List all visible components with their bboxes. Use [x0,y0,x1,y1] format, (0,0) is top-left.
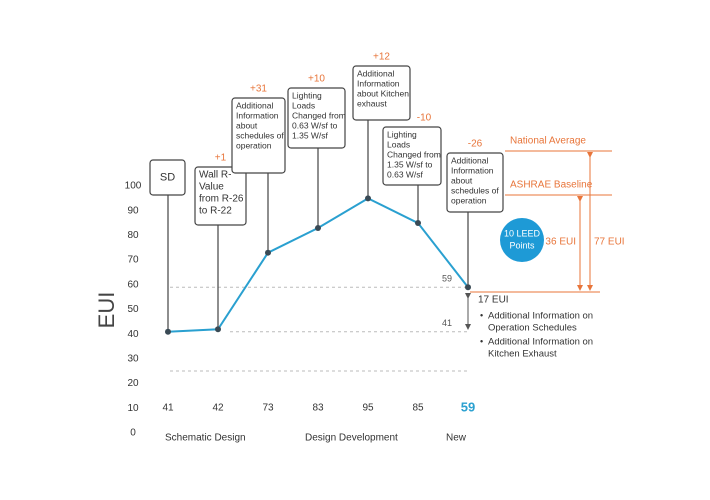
change-label: +31 [250,84,267,95]
annotation-box [231,97,286,174]
annotation-text: Loads [387,139,410,149]
data-label: 73 [262,403,274,414]
annotation-box [352,65,411,121]
annotation-text: about Kitchen [357,88,409,98]
reference-label: 59 [442,274,452,284]
phase-label: New [446,433,467,444]
y-tick-label: 30 [127,354,139,365]
data-point [265,249,271,256]
bullet-text: Additional Information on [488,311,593,322]
annotation-text: 1.35 W/sf to [387,159,433,169]
annotation-text: schedules of [451,185,499,195]
annotation-text: Information [451,165,494,175]
data-label: 41 [162,403,174,414]
gap-label: 77 EUI [594,237,625,248]
annotation-text: Lighting [292,90,322,100]
annotation-text: Information [236,110,279,120]
annotation-box [149,159,186,196]
change-label: +12 [373,52,390,63]
bullet-text: Operation Schedules [488,323,577,334]
annotation-box [287,87,346,149]
data-point [365,195,371,202]
data-point [315,224,321,231]
annotation-text: about [451,175,473,185]
y-axis-label: EUI [94,292,119,329]
annotation-text: Information [357,78,400,88]
annotation-text: 0.63 W/sf to [292,120,338,130]
data-label: 59 [461,399,475,414]
annotation-text: Changed from [292,110,346,120]
data-point [165,328,171,335]
benchmark-label: National Average [510,136,586,147]
annotation-text: operation [451,195,487,205]
annotation-text: about [236,120,258,130]
y-tick-label: 20 [127,378,139,389]
annotation-text: operation [236,140,272,150]
gap-label: 36 EUI [545,237,576,248]
leed-text: Points [509,240,535,250]
annotation-text: SD [160,171,175,183]
y-tick-label: 70 [127,255,139,266]
change-label: -26 [468,139,483,150]
annotation-text: Lighting [387,129,417,139]
y-tick-label: 40 [127,329,139,340]
y-tick-label: 80 [127,230,139,241]
annotation-box [194,166,247,226]
phase-label: Schematic Design [165,433,246,444]
annotation-text: Wall R- [199,170,231,181]
annotation-text: from R-26 [199,194,244,205]
y-tick-label: 10 [127,403,139,414]
y-tick-label: 100 [125,181,142,192]
phase-label: Design Development [305,433,398,444]
y-tick-label: 60 [127,279,139,290]
data-label: 83 [312,403,324,414]
annotation-text: to R-22 [199,206,232,217]
annotation-text: Value [199,182,224,193]
reference-label: 41 [442,318,452,328]
data-label: 95 [362,403,374,414]
change-label: +10 [308,74,325,85]
leed-badge [500,218,544,262]
data-label: 85 [412,403,424,414]
bullet-text: Additional Information on [488,337,593,348]
annotation-text: Additional [357,68,394,78]
annotation-box [446,152,504,213]
y-tick-label: 0 [130,428,136,439]
bullet: • [480,336,483,346]
savings-label: 17 EUI [478,295,509,306]
annotation-text: 1.35 W/sf [292,130,329,140]
benchmark-label: ASHRAE Baseline [510,180,593,191]
annotation-text: Loads [292,100,315,110]
annotation-box [382,126,442,186]
data-point [415,220,421,227]
annotation-text: Changed from [387,149,441,159]
annotation-text: 0.63 W/sf [387,169,424,179]
annotation-text: Additional [451,155,488,165]
bullet: • [480,310,483,320]
y-tick-label: 50 [127,304,139,315]
y-tick-label: 90 [127,205,139,216]
annotation-text: exhaust [357,98,387,108]
change-label: +1 [215,153,227,164]
annotation-text: Additional [236,100,273,110]
data-label: 42 [212,403,224,414]
leed-text: 10 LEED [504,228,541,238]
data-point [465,284,471,291]
change-label: -10 [417,113,432,124]
data-point [215,326,221,333]
annotation-text: schedules of [236,130,284,140]
bullet-text: Kitchen Exhaust [488,349,557,360]
